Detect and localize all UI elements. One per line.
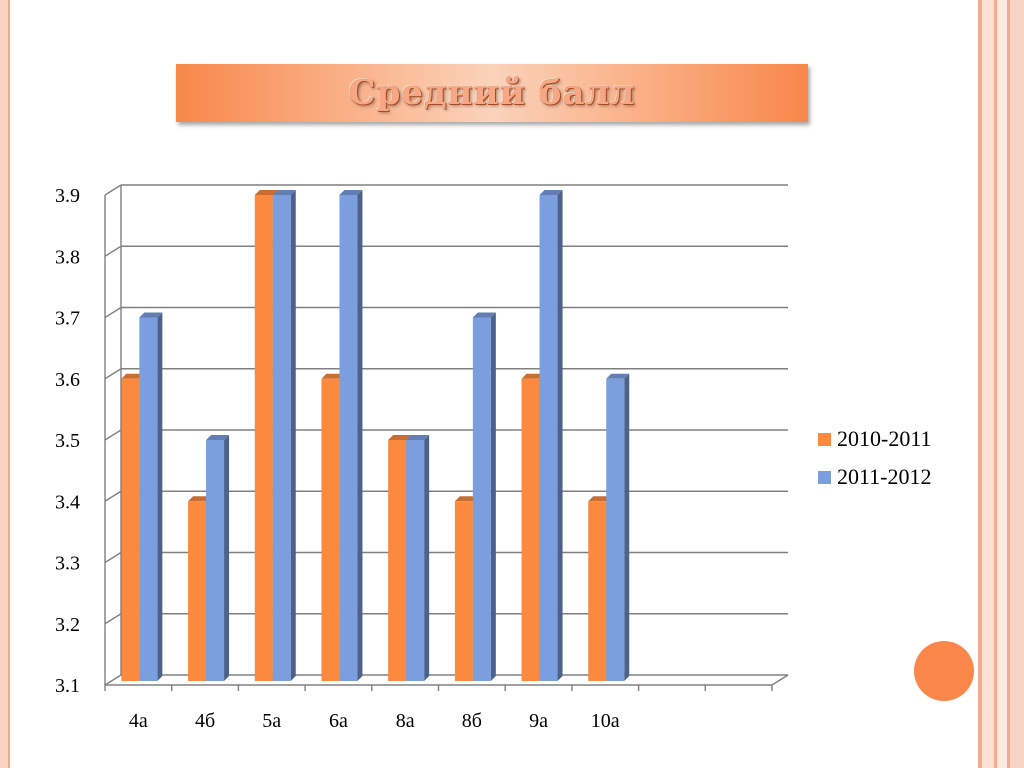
- gridline-side: [104, 245, 122, 257]
- bar-front: [188, 501, 207, 681]
- x-tick-label: 8б: [462, 710, 482, 732]
- chart-axes: 3.1 3.2 3.3 3.4 3.5 3.6 3.7 3.8 3.9 4а 4б 5а 6а 8а 8б 9…: [55, 185, 789, 732]
- bar-4б-2011-2012: [206, 435, 230, 681]
- bar-front: [406, 440, 425, 681]
- legend-label-series-2: 2011-2012: [837, 464, 932, 489]
- bar-front: [454, 501, 473, 681]
- bar-top: [272, 190, 296, 195]
- bar-side: [357, 190, 363, 681]
- chart-legend: 2010-2011 2011-2012: [818, 420, 932, 496]
- bar-front: [272, 195, 291, 681]
- x-tick-label: 6а: [329, 710, 348, 732]
- y-tick-label: 3.3: [55, 553, 80, 575]
- y-tick-label: 3.4: [55, 491, 80, 513]
- bar-side: [290, 190, 296, 681]
- chart-bars: [121, 190, 630, 681]
- bar-side: [424, 435, 430, 681]
- bar-9а-2011-2012: [539, 190, 563, 681]
- chart-grid: [104, 184, 788, 686]
- bar-front: [472, 317, 491, 681]
- legend-item-series-2: 2011-2012: [818, 458, 932, 496]
- bar-front: [206, 440, 225, 681]
- bar-side: [624, 373, 630, 681]
- bar-top: [121, 373, 145, 379]
- bar-front: [139, 317, 158, 681]
- bar-top: [206, 435, 230, 440]
- bar-front: [121, 378, 140, 681]
- gridline-side: [104, 674, 122, 686]
- slide-frame-right: [978, 0, 1024, 768]
- legend-swatch-series-1: [818, 432, 831, 446]
- bar-front: [339, 195, 358, 681]
- y-tick-label: 3.5: [55, 430, 80, 452]
- y-tick-label: 3.1: [55, 675, 80, 697]
- bar-6а-2011-2012: [339, 190, 363, 681]
- gridline-side: [104, 551, 122, 564]
- bar-top: [606, 373, 630, 379]
- gridline-side: [104, 490, 122, 502]
- x-tick-label: 4а: [129, 710, 148, 732]
- y-tick-label: 3.9: [55, 185, 80, 207]
- bar-top: [521, 373, 545, 379]
- x-tick-label: 8а: [396, 710, 415, 732]
- bar-front: [588, 501, 607, 681]
- bar-top: [388, 435, 412, 440]
- bar-front: [321, 378, 340, 681]
- gridline-side: [104, 184, 122, 196]
- bar-front: [539, 195, 558, 681]
- bar-top: [454, 496, 478, 502]
- x-tick-label: 9а: [529, 710, 548, 732]
- legend-item-series-1: 2010-2011: [818, 420, 932, 458]
- y-tick-label: 3.6: [55, 369, 80, 391]
- bar-side: [490, 312, 496, 681]
- bar-side: [557, 190, 563, 681]
- bar-top: [406, 435, 430, 440]
- bar-top: [254, 190, 278, 195]
- gridline-side: [104, 368, 122, 380]
- bar-side: [157, 312, 163, 681]
- bar-front: [254, 195, 273, 681]
- bar-10а-2011-2012: [606, 373, 630, 681]
- y-tick-label: 3.7: [55, 308, 80, 330]
- bar-top: [321, 373, 345, 379]
- x-tick-label: 10а: [591, 710, 620, 732]
- legend-label-series-1: 2010-2011: [837, 426, 932, 451]
- y-tick-label: 3.8: [55, 246, 80, 268]
- bar-side: [224, 435, 230, 681]
- gridline-side: [104, 613, 122, 625]
- bar-top: [539, 190, 563, 195]
- slide-frame-left-line: [8, 0, 10, 768]
- slide-title: Средний балл: [348, 73, 636, 113]
- x-tick-label: 5а: [262, 710, 281, 732]
- bar-8б-2011-2012: [472, 312, 496, 681]
- bar-front: [388, 440, 407, 681]
- decorative-circle: [914, 641, 974, 701]
- bar-front: [521, 378, 540, 681]
- title-banner: Средний балл: [176, 64, 808, 122]
- gridline-side: [104, 429, 122, 441]
- bar-top: [339, 190, 363, 195]
- x-axis-end: [771, 674, 789, 686]
- bar-top: [188, 496, 212, 502]
- x-tick-label: 4б: [195, 710, 215, 732]
- legend-swatch-series-2: [818, 470, 831, 484]
- bar-4а-2011-2012: [139, 312, 163, 681]
- bar-top: [139, 312, 163, 318]
- slide-frame-left: [0, 0, 8, 768]
- bar-5а-2011-2012: [272, 190, 296, 681]
- bar-front: [606, 378, 625, 681]
- y-tick-label: 3.2: [55, 614, 80, 636]
- gridline-side: [104, 306, 122, 319]
- bar-top: [472, 312, 496, 318]
- bar-top: [588, 496, 612, 502]
- bar-8а-2011-2012: [406, 435, 430, 681]
